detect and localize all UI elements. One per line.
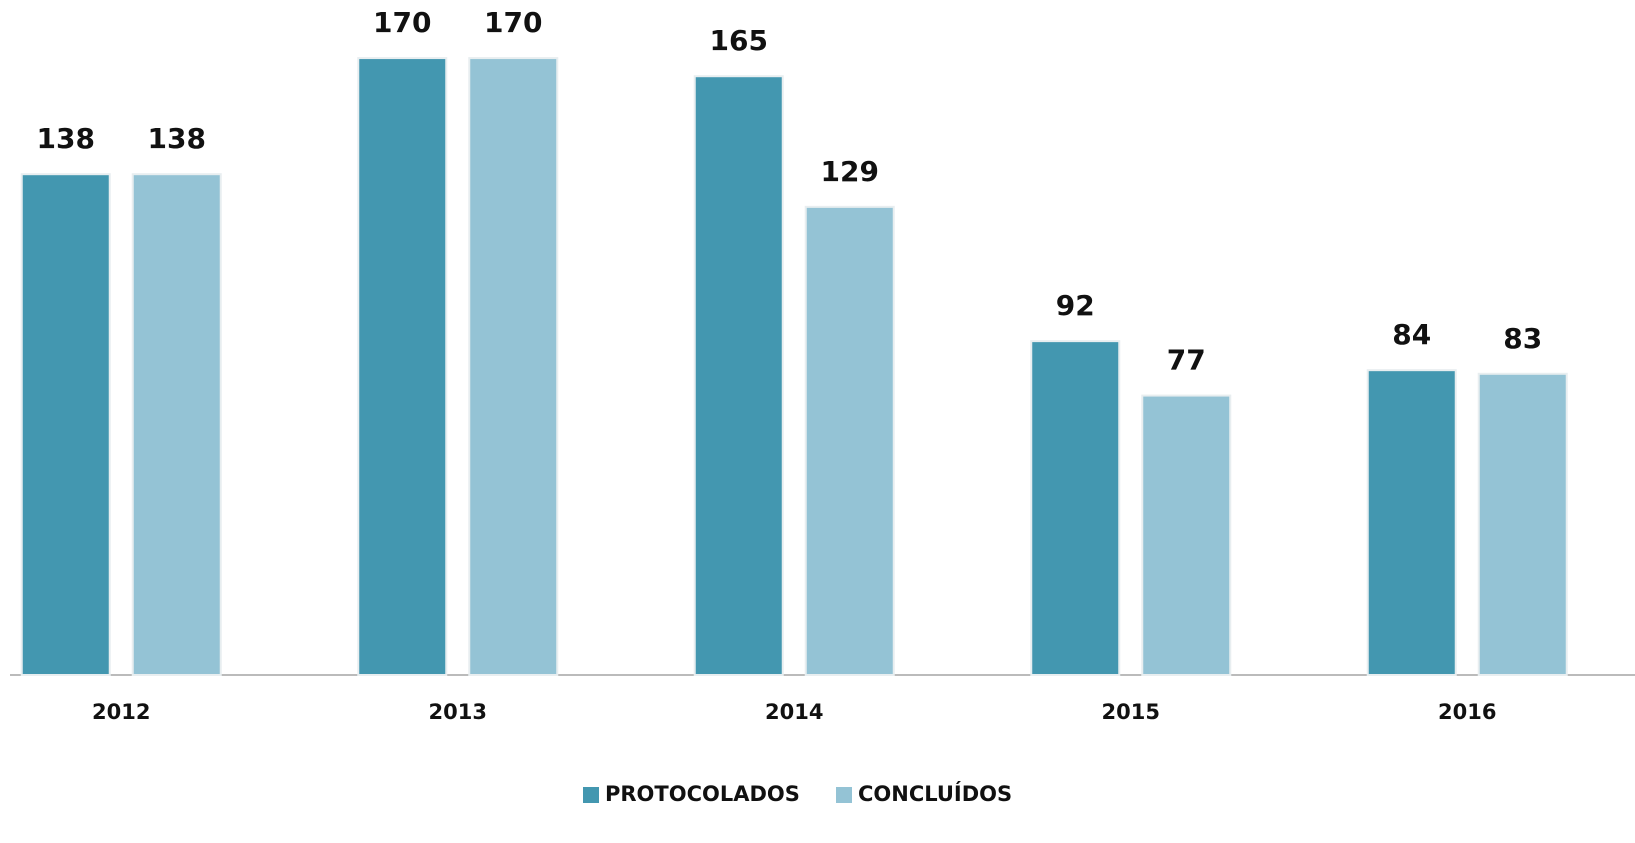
bar xyxy=(131,173,222,676)
data-label: 170 xyxy=(373,6,431,39)
data-label: 170 xyxy=(484,6,542,39)
bar xyxy=(1030,340,1121,676)
x-tick-label: 2015 xyxy=(1102,700,1160,724)
x-tick-label: 2016 xyxy=(1438,700,1496,724)
legend-swatch xyxy=(583,787,599,803)
bar xyxy=(804,205,895,677)
data-label: 84 xyxy=(1392,318,1431,351)
data-label: 165 xyxy=(710,24,768,57)
bar xyxy=(1477,372,1568,676)
data-label: 138 xyxy=(37,122,95,155)
x-tick-label: 2013 xyxy=(429,700,487,724)
data-label: 77 xyxy=(1167,344,1206,377)
data-label: 92 xyxy=(1056,289,1095,322)
bar xyxy=(1366,369,1457,676)
bar xyxy=(468,57,559,677)
data-label: 129 xyxy=(821,155,879,188)
bar xyxy=(1141,394,1232,676)
bar xyxy=(693,75,784,677)
bar xyxy=(20,173,111,676)
x-tick-label: 2014 xyxy=(765,700,823,724)
x-tick-label: 2012 xyxy=(92,700,150,724)
data-label: 83 xyxy=(1503,322,1542,355)
data-label: 138 xyxy=(148,122,206,155)
bar xyxy=(357,57,448,677)
legend-swatch xyxy=(836,787,852,803)
legend-label: CONCLUÍDOS xyxy=(858,781,1012,806)
legend-label: PROTOCOLADOS xyxy=(605,782,800,806)
